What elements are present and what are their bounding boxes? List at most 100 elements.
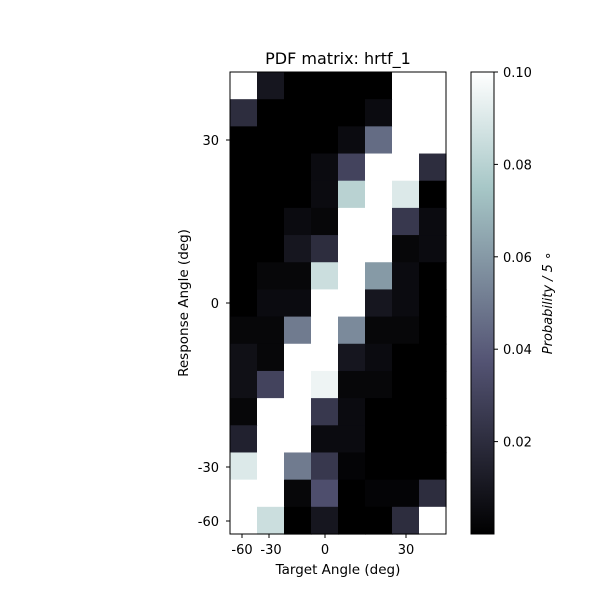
heatmap-cell (284, 370, 312, 399)
heatmap-cell (230, 262, 258, 291)
heatmap-cell (338, 235, 366, 263)
heatmap-cell (392, 180, 420, 209)
heatmap-cell (392, 126, 420, 155)
y-axis-label: Response Angle (deg) (176, 229, 192, 377)
heatmap-cell (392, 506, 420, 535)
heatmap-cell (230, 99, 258, 127)
heatmap-cell (311, 289, 339, 318)
heatmap-cell (284, 289, 312, 318)
x-tick-label: -60 (231, 543, 252, 558)
y-tick-label: -30 (198, 461, 219, 476)
heatmap-cell (365, 235, 393, 263)
heatmap-cell (365, 72, 393, 100)
heatmap-cells (230, 72, 447, 535)
heatmap-cell (419, 153, 447, 182)
heatmap-cell (392, 343, 420, 372)
heatmap-cell (365, 126, 393, 155)
heatmap-cell (392, 207, 420, 236)
heatmap-cell (284, 180, 312, 209)
colorbar-ticks: 0.02 0.04 0.06 0.08 0.10 (494, 66, 532, 451)
heatmap-cell (230, 207, 258, 236)
heatmap-cell (311, 235, 339, 263)
heatmap-cell (257, 207, 285, 236)
colorbar-tick-label: 0.10 (503, 66, 532, 81)
heatmap-cell (311, 370, 339, 399)
colorbar-label: Probability / 5 ∘ (541, 252, 556, 354)
colorbar: 0.02 0.04 0.06 0.08 0.10 Probability / 5… (470, 66, 556, 535)
heatmap-cell (257, 506, 285, 535)
heatmap-cell (338, 316, 366, 345)
heatmap-cell (365, 153, 393, 182)
heatmap-cell (338, 99, 366, 127)
heatmap-cell (392, 316, 420, 345)
heatmap-cell (284, 452, 312, 481)
heatmap-cell (365, 180, 393, 209)
heatmap-cell (338, 343, 366, 372)
heatmap-cell (365, 506, 393, 535)
heatmap-cell (257, 398, 285, 426)
heatmap-cell (365, 479, 393, 508)
heatmap-cell (257, 289, 285, 318)
heatmap-cell (311, 316, 339, 345)
heatmap-cell (365, 316, 393, 345)
heatmap-cell (365, 370, 393, 399)
heatmap-cell (419, 289, 447, 318)
heatmap-cell (338, 126, 366, 155)
heatmap-cell (284, 99, 312, 127)
x-axis: -60 -30 0 30 (231, 534, 414, 558)
colorbar-tick-label: 0.02 (503, 436, 532, 451)
heatmap-cell (392, 452, 420, 481)
heatmap-cell (392, 370, 420, 399)
heatmap-cell (230, 452, 258, 481)
heatmap-cell (284, 425, 312, 454)
heatmap-cell (311, 343, 339, 372)
heatmap-cell (257, 180, 285, 209)
heatmap-cell (257, 425, 285, 454)
x-axis-label: Target Angle (deg) (275, 562, 401, 578)
heatmap-cell (311, 126, 339, 155)
heatmap-cell (284, 479, 312, 508)
heatmap-cell (419, 99, 447, 127)
heatmap-cell (392, 99, 420, 127)
heatmap-cell (338, 72, 366, 100)
heatmap-cell (284, 262, 312, 291)
heatmap-cell (230, 425, 258, 454)
heatmap-cell (230, 398, 258, 426)
heatmap-cell (419, 235, 447, 263)
heatmap-cell (230, 72, 258, 100)
heatmap-cell (419, 479, 447, 508)
heatmap-cell (230, 153, 258, 182)
heatmap-cell (311, 506, 339, 535)
heatmap-cell (230, 479, 258, 508)
heatmap-cell (230, 506, 258, 535)
heatmap-cell (230, 180, 258, 209)
heatmap-cell (284, 316, 312, 345)
heatmap-cell (365, 207, 393, 236)
chart-title: PDF matrix: hrtf_1 (265, 49, 411, 69)
heatmap-cell (311, 72, 339, 100)
heatmap-cell (419, 72, 447, 100)
heatmap-cell (392, 398, 420, 426)
heatmap-cell (365, 398, 393, 426)
heatmap-cell (257, 153, 285, 182)
y-tick-label: 0 (211, 297, 219, 312)
y-tick-label: -60 (198, 515, 219, 530)
heatmap-cell (284, 126, 312, 155)
y-axis: 30 0 -30 -60 (198, 134, 230, 530)
heatmap-cell (311, 398, 339, 426)
heatmap-cell (257, 370, 285, 399)
heatmap-cell (230, 370, 258, 399)
heatmap-cell (365, 425, 393, 454)
heatmap-cell (338, 370, 366, 399)
x-tick-label: 0 (321, 543, 329, 558)
heatmap-cell (257, 99, 285, 127)
heatmap-cell (284, 343, 312, 372)
colorbar-gradient (470, 71, 495, 535)
heatmap-cell (365, 99, 393, 127)
heatmap-cell (257, 262, 285, 291)
heatmap-cell (284, 398, 312, 426)
heatmap-cell (338, 452, 366, 481)
heatmap-cell (392, 235, 420, 263)
heatmap-cell (257, 479, 285, 508)
